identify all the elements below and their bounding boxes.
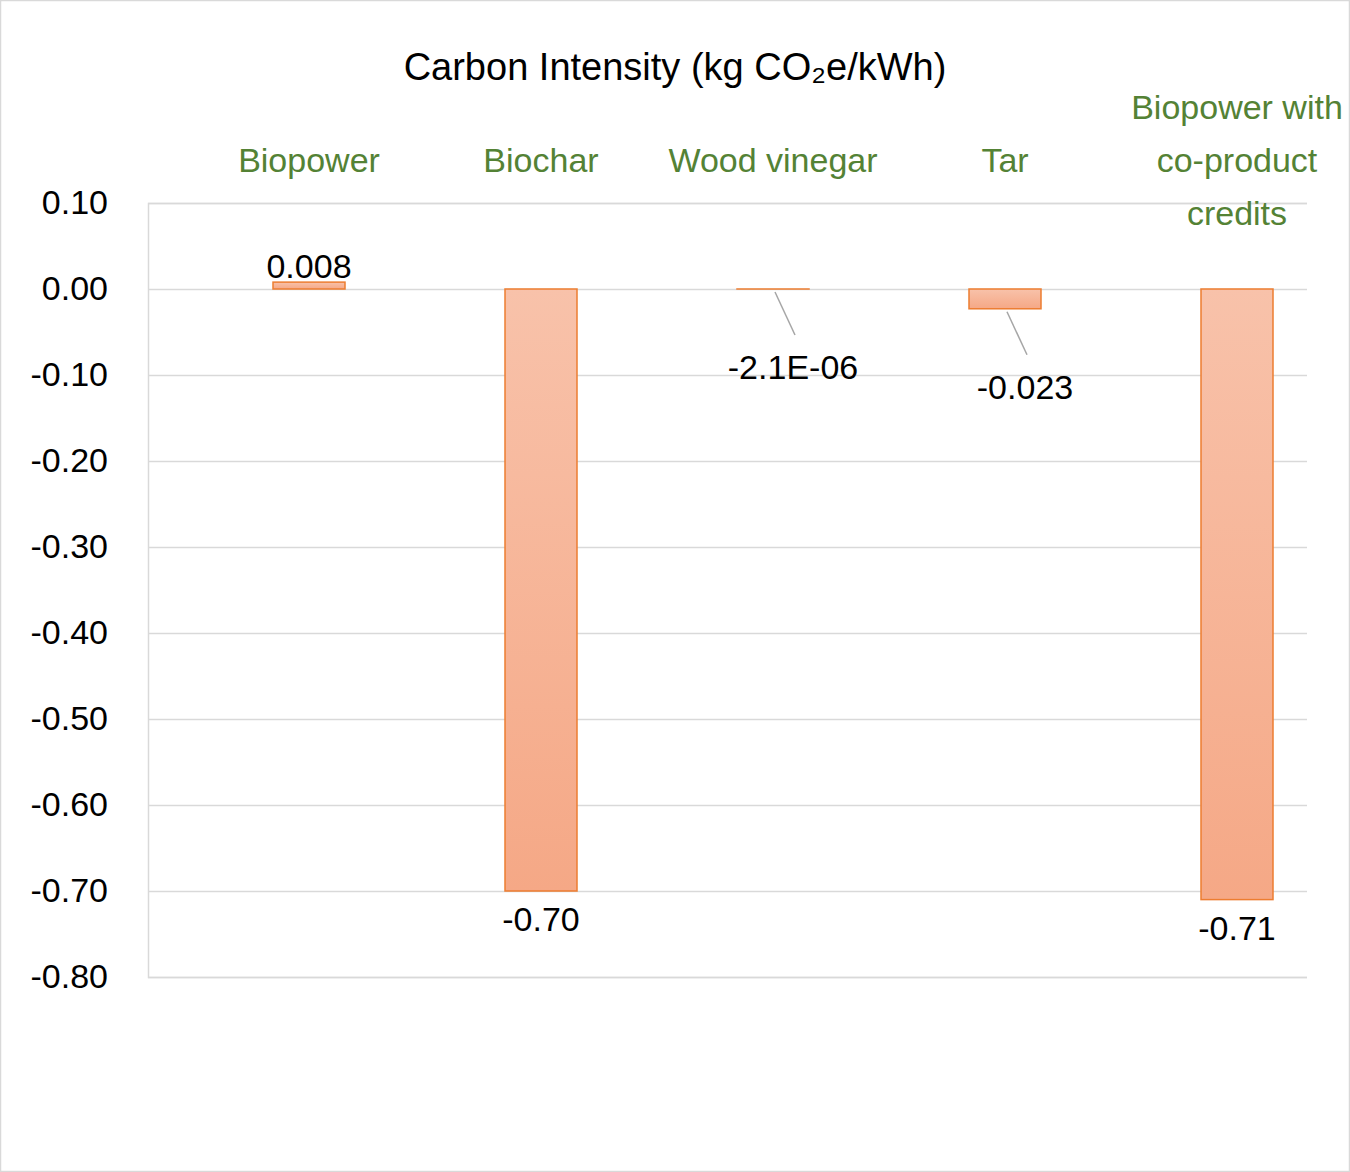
data-label: -0.023 [977,368,1073,406]
y-tick: 0.10 [42,183,1307,221]
grid-line [148,805,1307,807]
y-tick: -0.70 [31,871,1308,909]
axis-line [149,204,1308,978]
y-tick: -0.30 [31,527,1308,565]
y-tick: -0.40 [31,613,1308,651]
bar [505,289,577,891]
grid-line [148,461,1307,463]
bar [1201,289,1273,900]
chart-title: Carbon Intensity (kg CO₂e/kWh) [404,46,947,88]
y-tick-label: -0.20 [31,441,109,479]
grid-line [148,977,1307,979]
bar [969,289,1041,309]
data-label: 0.008 [266,247,351,285]
category-label: Tar [981,141,1028,179]
data-label: -0.71 [1198,909,1276,947]
bar [737,288,809,290]
category-label: Biopower [238,141,380,179]
leader-line [1007,312,1027,355]
grid-line [148,203,1307,205]
grid-line [148,547,1307,549]
y-tick: 0.00 [42,269,1307,307]
y-axis: 0.10 0.00 -0.10 -0.20 -0.30 -0.40 -0.50 -0.60 -0… [31,183,1308,995]
category-label: Wood vinegar [668,141,877,179]
category-label: Biochar [483,141,598,179]
y-tick: -0.60 [31,785,1308,823]
data-labels: 0.008 -0.70 -2.1E-06 -0.023 -0.71 [266,247,1275,946]
leader-line [775,292,795,335]
y-tick: -0.10 [31,355,1308,393]
y-tick-label: -0.80 [31,957,109,995]
data-label: -2.1E-06 [728,348,858,386]
y-tick-label: -0.60 [31,785,109,823]
chart: Carbon Intensity (kg CO₂e/kWh) 0.10 0.00 -0… [0,0,1350,1172]
y-tick-label: -0.50 [31,699,109,737]
y-tick: -0.80 [31,957,1308,995]
grid-line [148,891,1307,893]
data-label: -0.70 [502,900,580,938]
y-tick-label: -0.70 [31,871,109,909]
grid-line [148,633,1307,635]
bars [273,282,1273,899]
grid-line [148,719,1307,721]
y-tick-label: -0.30 [31,527,109,565]
y-tick-label: 0.10 [42,183,108,221]
y-tick-label: 0.00 [42,269,108,307]
y-tick: -0.20 [31,441,1308,479]
y-tick-label: -0.10 [31,355,109,393]
category-label: Biopower withco-productcredits [1131,88,1343,232]
chart-border [1,1,1350,1172]
y-tick: -0.50 [31,699,1308,737]
y-tick-label: -0.40 [31,613,109,651]
